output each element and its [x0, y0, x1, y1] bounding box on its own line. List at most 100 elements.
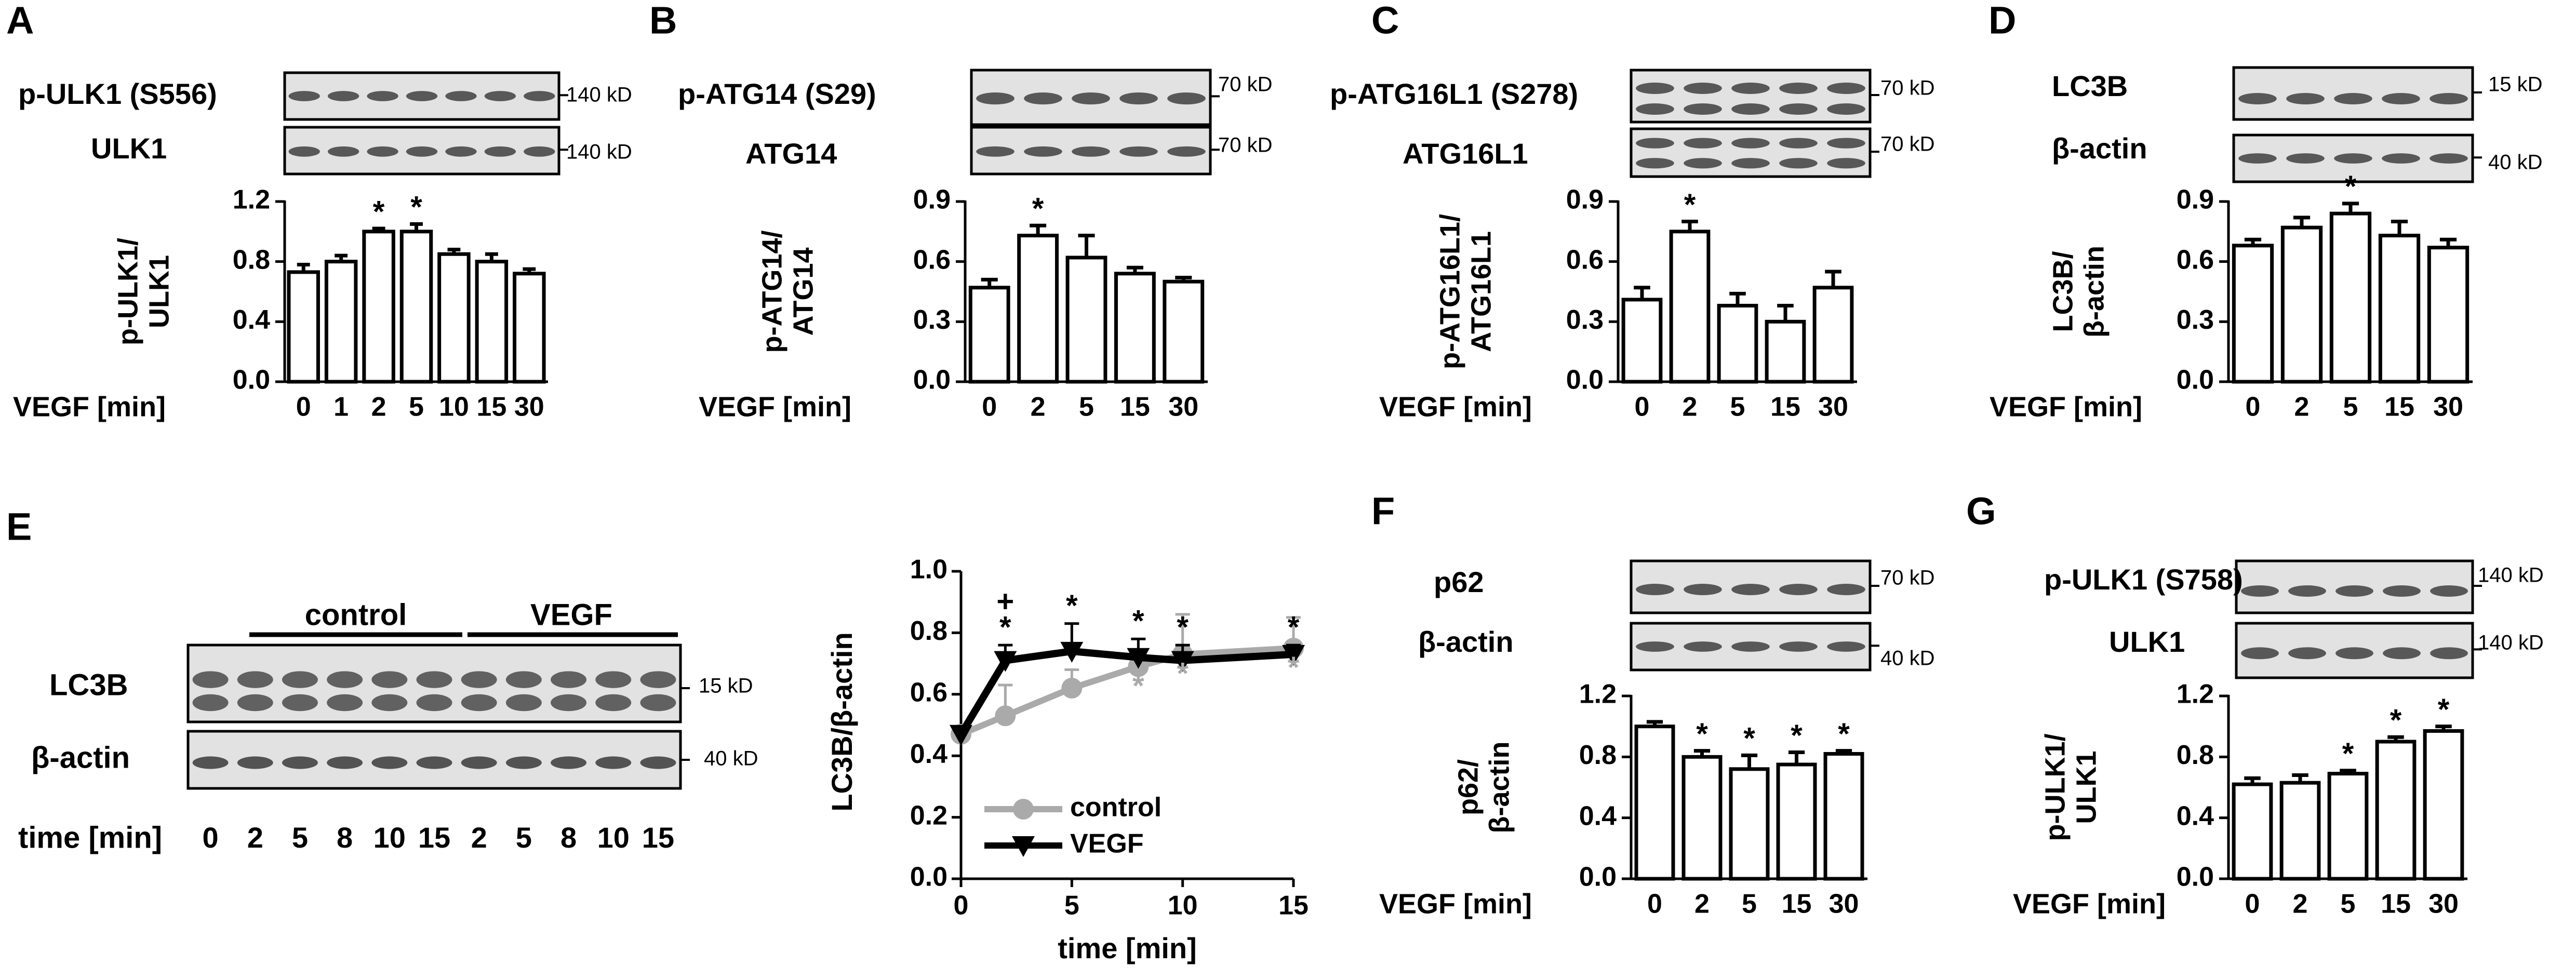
blot-frame [2235, 559, 2474, 614]
blot-label: ATG14 [745, 137, 837, 170]
blot-band [1636, 138, 1674, 149]
blot-band [640, 671, 676, 688]
y-axis-label: ATG16L1 [1465, 231, 1497, 352]
blot-band [416, 694, 452, 712]
y-tick-label: 1.0 [910, 555, 947, 585]
significance-star: * [373, 195, 385, 229]
blot-band [1072, 92, 1110, 105]
bar [1163, 279, 1205, 384]
y-tick-label: 0.0 [913, 365, 951, 395]
significance-star: * [1838, 717, 1850, 751]
blot-band [2383, 585, 2421, 597]
panel-letter: A [6, 0, 34, 42]
y-tick-label: 0.4 [2177, 801, 2214, 831]
panel-letter: F [1371, 490, 1395, 533]
bar [1776, 762, 1817, 881]
blot-band [551, 671, 587, 688]
blot-band [406, 91, 438, 101]
y-tick-label: 0.4 [233, 305, 270, 335]
blot-band [1636, 83, 1674, 94]
x-tick-label: 2 [2294, 392, 2310, 422]
time-value: 15 [418, 821, 450, 854]
blot-band [524, 146, 555, 157]
kd-label: 15 kD [2488, 73, 2543, 96]
x-tick-label: 0 [954, 891, 969, 921]
bar [1065, 256, 1107, 384]
blot-band [1684, 584, 1722, 595]
bar [1669, 230, 1711, 384]
panel-letter: E [6, 505, 32, 548]
data-point [1282, 645, 1305, 666]
chart-F: 0.0 0.4 0.8 1.2 0 * 2 * 5 * 15 * 30 p62/β-actin VEGF [… [1379, 679, 1867, 919]
legend-marker [1012, 836, 1035, 857]
blot-band [1024, 146, 1062, 157]
bar [513, 272, 546, 384]
blot-label: ATG16L1 [1403, 137, 1528, 170]
blot-band [282, 671, 318, 688]
x-tick-label: 15 [2384, 392, 2414, 422]
x-tick-label: 15 [1782, 889, 1812, 919]
significance-star: * [410, 191, 422, 224]
kd-label: 140 kD [2478, 632, 2544, 654]
x-tick-label: 5 [1742, 889, 1757, 919]
y-tick-label: 0.6 [2177, 245, 2214, 275]
blot-band [445, 146, 477, 157]
bar [287, 270, 320, 384]
bar [362, 230, 395, 384]
blot-band [1731, 641, 1770, 652]
western-blot [186, 643, 682, 723]
blot-band [595, 694, 632, 712]
blot-band [1072, 146, 1110, 157]
bar [1717, 303, 1758, 384]
y-axis-label: LC3B/β-actin [825, 632, 858, 811]
x-tick-label: 5 [1079, 392, 1094, 422]
blot-band [2430, 647, 2468, 660]
kd-label: 40 kD [704, 747, 758, 770]
y-axis-label: p-ATG14/ [756, 230, 788, 353]
bar [968, 286, 1010, 384]
blot-label: p62 [1434, 566, 1484, 598]
kd-label: 40 kD [1880, 647, 1935, 670]
western-blot [970, 69, 1212, 126]
kd-label: 70 kD [1218, 73, 1273, 96]
y-axis-label: ATG14 [788, 247, 819, 336]
y-tick-label: 0.9 [1566, 185, 1604, 215]
panel-letter: B [649, 0, 677, 42]
y-tick-label: 0.8 [910, 616, 947, 646]
x-tick-label: 15 [1278, 891, 1309, 921]
blot-label: β-actin [31, 741, 130, 774]
x-tick-label: 5 [2341, 889, 2356, 919]
blot-band [327, 146, 359, 157]
y-tick-label: 1.2 [2177, 679, 2214, 709]
blot-band [1684, 138, 1722, 149]
blot-band [2382, 93, 2420, 104]
western-blot [2235, 559, 2474, 614]
time-value: 5 [292, 821, 308, 854]
y-tick-label: 0.4 [910, 739, 947, 769]
x-tick-label: 30 [2433, 392, 2463, 422]
time-label: time [min] [18, 821, 162, 854]
blot-band [1024, 92, 1062, 105]
y-tick-label: 0.8 [1579, 740, 1617, 770]
western-blot [1630, 622, 1872, 672]
y-axis-label: p-ULK1/ [112, 238, 143, 345]
y-axis-label: β-actin [2078, 246, 2110, 338]
blot-band [2430, 585, 2468, 597]
western-blot [2235, 622, 2474, 679]
blot-band [484, 91, 516, 101]
y-axis-label: p-ULK1/ [2039, 734, 2071, 841]
blot-band [1779, 584, 1818, 595]
y-tick-label: 0.0 [233, 365, 270, 395]
blot-band [327, 694, 363, 712]
x-tick-label: 30 [1168, 392, 1198, 422]
blot-frame [1630, 127, 1872, 178]
blot-band [2430, 153, 2468, 164]
blot-band [1684, 103, 1722, 115]
blot-band [2335, 585, 2373, 597]
y-tick-label: 0.2 [910, 800, 947, 830]
significance-star: * [2342, 737, 2354, 771]
x-tick-label: 2 [1694, 889, 1710, 919]
blot-band [1779, 103, 1818, 115]
data-point [950, 725, 972, 746]
